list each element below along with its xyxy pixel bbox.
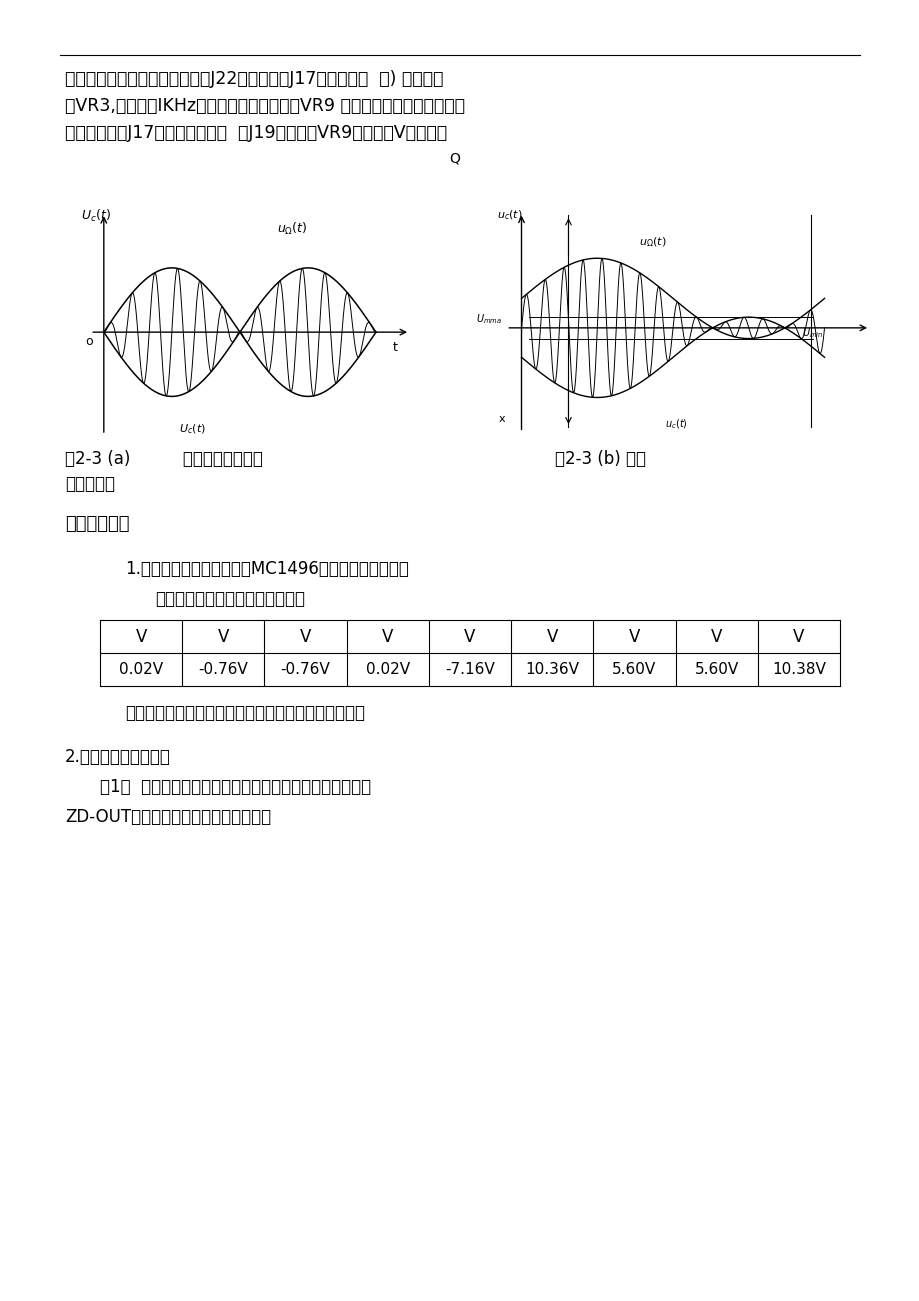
Text: V: V xyxy=(218,627,229,645)
Text: 调幅波波形: 调幅波波形 xyxy=(65,475,115,493)
Text: $U_{min}$: $U_{min}$ xyxy=(801,325,823,340)
Text: （1）  先观察生成载波的波形，在振荡器与频率调制模块的: （1） 先观察生成载波的波形，在振荡器与频率调制模块的 xyxy=(100,778,370,796)
Text: Q: Q xyxy=(449,152,460,167)
Text: 1.整理实验数据，写出实测MC1496各引脚的实测数据。: 1.整理实验数据，写出实测MC1496各引脚的实测数据。 xyxy=(125,559,408,578)
Text: -7.16V: -7.16V xyxy=(445,662,494,677)
Text: V: V xyxy=(381,627,393,645)
Text: t: t xyxy=(392,341,397,354)
Text: $u_{\Omega}(t)$: $u_{\Omega}(t)$ xyxy=(277,220,308,237)
Text: 经比对，各引脚偏置电压接近参考值，测试结果正常。: 经比对，各引脚偏置电压接近参考值，测试结果正常。 xyxy=(125,704,365,722)
Text: -0.76V: -0.76V xyxy=(199,662,248,677)
Text: 图2-3 (b) 普通: 图2-3 (b) 普通 xyxy=(554,450,645,468)
Text: 0.02V: 0.02V xyxy=(366,662,409,677)
Text: 小。将短路块J17短接，示波器接  入J19处，调节VR9改变输入V的大小。: 小。将短路块J17短接，示波器接 入J19处，调节VR9改变输入V的大小。 xyxy=(65,124,447,142)
Text: 器VR3,使其输出IKHz信号不失真信号，改变VR9 可以改变输出信号幅度的大: 器VR3,使其输出IKHz信号不失真信号，改变VR9 可以改变输出信号幅度的大 xyxy=(65,98,464,114)
Text: 图2-3 (a)          抑制载波调幅波形: 图2-3 (a) 抑制载波调幅波形 xyxy=(65,450,263,468)
Text: 上的低频信号源。将示波器接入J22处，（此时J17短路块应断  开) 调节电位: 上的低频信号源。将示波器接入J22处，（此时J17短路块应断 开) 调节电位 xyxy=(65,70,443,88)
Text: V: V xyxy=(546,627,557,645)
Text: V: V xyxy=(300,627,311,645)
Text: 5.60V: 5.60V xyxy=(612,662,656,677)
Text: ZD-OUT上用示波器观察载波输出波形：: ZD-OUT上用示波器观察载波输出波形： xyxy=(65,808,271,826)
Text: V: V xyxy=(628,627,640,645)
Text: 0.02V: 0.02V xyxy=(119,662,163,677)
Text: $u_c(t)$: $u_c(t)$ xyxy=(664,418,687,431)
Text: x: x xyxy=(498,414,505,424)
Text: 10.36V: 10.36V xyxy=(525,662,579,677)
Text: $U_{mma}$: $U_{mma}$ xyxy=(475,312,502,327)
Text: o: o xyxy=(85,334,92,347)
Text: -0.76V: -0.76V xyxy=(280,662,330,677)
Text: 5.60V: 5.60V xyxy=(694,662,738,677)
Text: V: V xyxy=(135,627,147,645)
Text: V: V xyxy=(464,627,475,645)
Text: V: V xyxy=(710,627,721,645)
Text: 10.38V: 10.38V xyxy=(771,662,825,677)
Text: 五、实验记录: 五、实验记录 xyxy=(65,515,130,533)
Text: $U_c(t)$: $U_c(t)$ xyxy=(81,208,111,224)
Text: $u_{\Omega}(t)$: $u_{\Omega}(t)$ xyxy=(638,235,665,248)
Text: 静态工作点调测，实验测得结果：: 静态工作点调测，实验测得结果： xyxy=(154,589,305,608)
Text: V: V xyxy=(792,627,804,645)
Text: 2.调幅实验调幅波形：: 2.调幅实验调幅波形： xyxy=(65,748,171,766)
Text: $U_c(t)$: $U_c(t)$ xyxy=(178,422,205,436)
Text: $u_c(t)$: $u_c(t)$ xyxy=(497,208,523,222)
